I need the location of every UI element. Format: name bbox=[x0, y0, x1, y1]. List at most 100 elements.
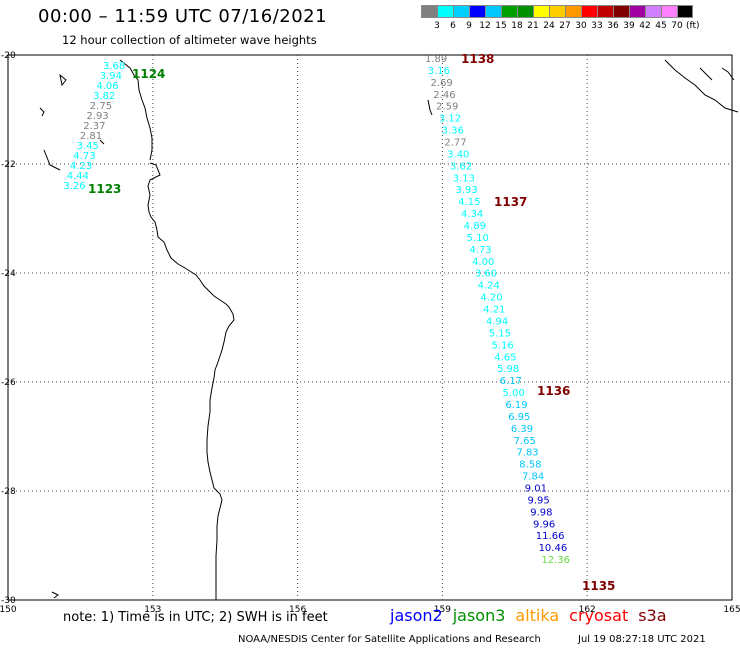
swh-value: 5.98 bbox=[497, 364, 519, 375]
footer-note: note: 1) Time is in UTC; 2) SWH is in fe… bbox=[63, 610, 328, 625]
swh-value: 3.62 bbox=[450, 161, 472, 172]
swh-value: 6.19 bbox=[505, 400, 527, 411]
scale-label: 18 bbox=[511, 21, 523, 31]
satellite-legend: jason2 jason3 altika cryosat s3a bbox=[390, 606, 677, 625]
scale-label: 30 bbox=[575, 21, 587, 31]
island-1 bbox=[59, 73, 67, 87]
swh-value: 9.96 bbox=[533, 519, 555, 530]
swh-value: 4.15 bbox=[458, 197, 480, 208]
swh-value: 6.95 bbox=[508, 412, 530, 423]
scale-swatch bbox=[581, 5, 597, 18]
page-title: 00:00 – 11:59 UTC 07/16/2021 bbox=[38, 6, 328, 27]
satellite-legend-item: jason3 bbox=[452, 606, 506, 625]
swh-value: 3.12 bbox=[439, 114, 461, 125]
swh-value: 5.00 bbox=[503, 388, 525, 399]
swh-value: 4.73 bbox=[73, 151, 95, 162]
lon-tick-label: 150 bbox=[0, 605, 17, 615]
swh-value: 4.24 bbox=[478, 281, 500, 292]
scale-label: 24 bbox=[543, 21, 555, 31]
island-5 bbox=[699, 67, 713, 81]
swh-value: 3.40 bbox=[447, 149, 469, 160]
scale-label: 33 bbox=[591, 21, 603, 31]
axis-tick-labels: 150 153 156 159 162 165 -20 -22 -24 -26 -28 -30 bbox=[0, 51, 740, 615]
satellite-legend-item: jason2 bbox=[390, 606, 443, 625]
swh-value: 1.89 bbox=[425, 54, 447, 65]
scale-label: 42 bbox=[639, 21, 651, 31]
new-caledonia-coastline bbox=[664, 59, 739, 113]
swh-value: 9.95 bbox=[527, 495, 549, 506]
pass-number: 1135 bbox=[582, 579, 615, 593]
swh-value: 4.21 bbox=[483, 305, 505, 316]
swh-value: 2.77 bbox=[444, 138, 466, 149]
swh-value: 4.65 bbox=[494, 352, 516, 363]
swh-value: 6.39 bbox=[511, 424, 533, 435]
scale-swatch bbox=[421, 5, 437, 18]
scale-swatch bbox=[597, 5, 613, 18]
swh-value: 3.82 bbox=[93, 91, 115, 102]
grid-lines bbox=[7, 54, 733, 601]
scale-label: 45 bbox=[655, 21, 667, 31]
scale-swatch bbox=[645, 5, 661, 18]
swh-value: 4.94 bbox=[486, 316, 508, 327]
track-right: 1.893.162.692.462.593.123.362.773.403.62… bbox=[425, 52, 615, 593]
scale-swatch bbox=[533, 5, 549, 18]
swh-value: 2.81 bbox=[80, 131, 102, 142]
swh-value: 12.36 bbox=[541, 555, 570, 566]
swh-value: 3.94 bbox=[100, 71, 122, 82]
swh-value: 3.45 bbox=[77, 141, 99, 152]
scale-swatch bbox=[613, 5, 629, 18]
scale-swatch bbox=[517, 5, 533, 18]
color-scale-swatches bbox=[421, 5, 700, 18]
pass-number: 1136 bbox=[537, 384, 570, 398]
scale-swatch bbox=[629, 5, 645, 18]
scale-label: 15 bbox=[495, 21, 507, 31]
scale-swatch bbox=[565, 5, 581, 18]
swh-value: 4.00 bbox=[472, 257, 494, 268]
swh-value: 4.73 bbox=[469, 245, 491, 256]
satellite-legend-item: cryosat bbox=[569, 606, 629, 625]
scale-swatch bbox=[469, 5, 485, 18]
swh-value: 3.16 bbox=[428, 66, 450, 77]
scale-swatch bbox=[549, 5, 565, 18]
swh-value: 9.01 bbox=[525, 483, 547, 494]
island-3 bbox=[99, 139, 105, 145]
lon-tick-label: 159 bbox=[434, 605, 451, 615]
swh-value: 7.83 bbox=[516, 448, 538, 459]
swh-value: 3.36 bbox=[442, 126, 464, 137]
swh-value: 3.26 bbox=[63, 181, 85, 192]
scale-label: 36 bbox=[607, 21, 619, 31]
swh-value: 2.59 bbox=[436, 102, 458, 113]
swh-value: 2.93 bbox=[87, 111, 109, 122]
color-scale-labels: 3 6 9 12 15 18 21 24 27 30 33 36 39 42 45 70 (ft) bbox=[421, 21, 699, 31]
generated-timestamp: Jul 19 08:27:18 UTC 2021 bbox=[578, 634, 706, 645]
lat-tick-label: -24 bbox=[1, 269, 16, 279]
satellite-legend-item: altika bbox=[515, 606, 560, 625]
swh-value: 2.69 bbox=[431, 78, 453, 89]
satellite-legend-item: s3a bbox=[638, 606, 667, 625]
swh-value: 4.34 bbox=[461, 209, 483, 220]
pass-number: 1137 bbox=[494, 195, 527, 209]
scale-label: 21 bbox=[527, 21, 539, 31]
coastline bbox=[39, 59, 739, 600]
lat-tick-label: -22 bbox=[1, 160, 16, 170]
scale-swatch bbox=[501, 5, 517, 18]
pass-number: 1138 bbox=[461, 52, 494, 66]
swh-value: 8.58 bbox=[519, 460, 541, 471]
swh-value: 4.23 bbox=[70, 161, 92, 172]
swh-value: 5.15 bbox=[489, 328, 511, 339]
swh-value: 2.46 bbox=[433, 90, 455, 101]
swh-value: 2.37 bbox=[83, 121, 105, 132]
scale-swatch bbox=[437, 5, 453, 18]
scale-swatch bbox=[677, 5, 693, 18]
swh-value: 3.68 bbox=[103, 61, 125, 72]
swh-value: 4.20 bbox=[480, 293, 502, 304]
scale-label: 12 bbox=[479, 21, 491, 31]
lat-tick-label: -30 bbox=[1, 596, 16, 606]
lon-tick-label: 165 bbox=[723, 605, 740, 615]
scale-label: 3 bbox=[434, 21, 440, 31]
island-7 bbox=[51, 591, 59, 599]
australia-coastline bbox=[147, 162, 235, 600]
scale-label: 6 bbox=[450, 21, 456, 31]
lat-tick-label: -20 bbox=[1, 51, 16, 61]
